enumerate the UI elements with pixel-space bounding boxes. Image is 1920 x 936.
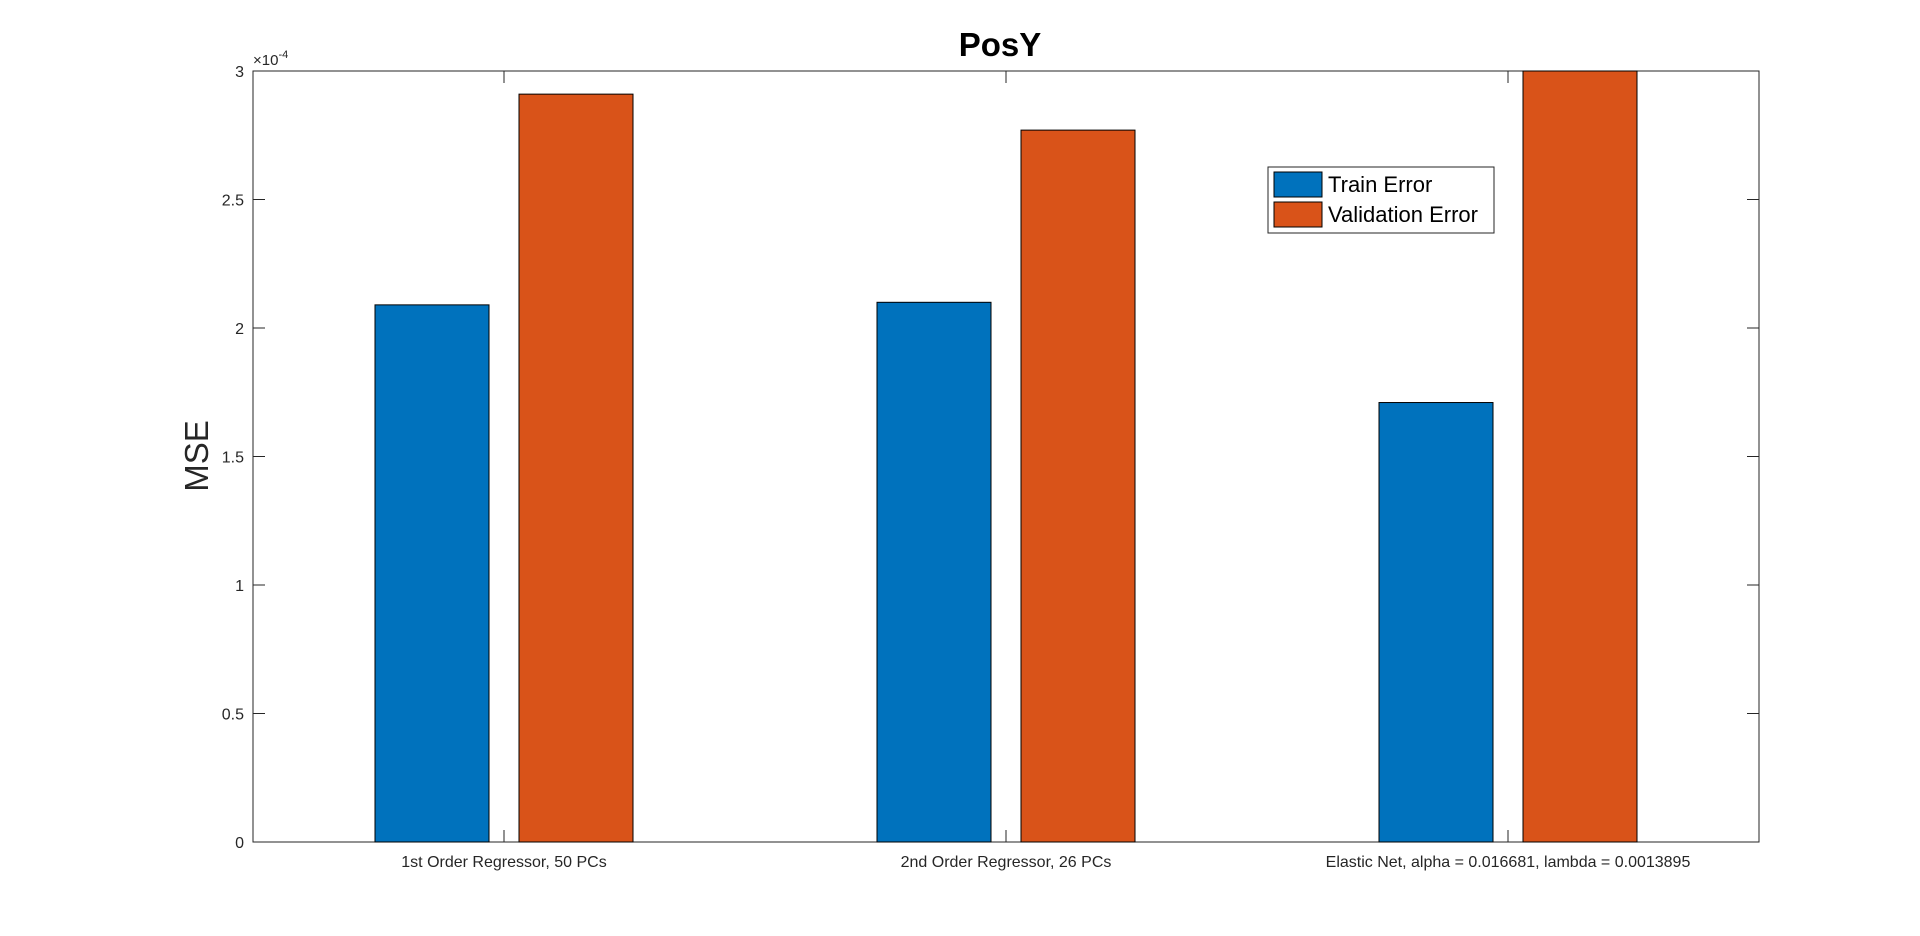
- y-tick-label: 0: [235, 835, 244, 852]
- bar-validation-1: [1020, 129, 1136, 843]
- y-tick-label: 1: [235, 578, 244, 595]
- y-tick-label: 3: [235, 64, 244, 81]
- bar-train-2: [1378, 402, 1494, 843]
- y-axis-label: MSE: [178, 420, 215, 492]
- legend-swatch-0: [1273, 171, 1323, 198]
- plot-area: 0 0.5 1 1.5 2 2.5 3 1st Order Regressor, 50 PCs…: [222, 64, 1760, 871]
- legend-label-1: Validation Error: [1328, 202, 1478, 227]
- legend: Train Error Validation Error: [1267, 166, 1495, 234]
- svg-text:×10-4: ×10-4: [253, 49, 288, 69]
- bar-train-1: [876, 301, 992, 843]
- bar-validation-2: [1522, 70, 1638, 843]
- legend-label-0: Train Error: [1328, 172, 1432, 197]
- bar-validation-0: [518, 93, 634, 843]
- y-tick-label: 2: [235, 321, 244, 338]
- y-exponent-power: -4: [278, 49, 288, 61]
- chart-title: PosY: [959, 26, 1042, 63]
- x-tick-label: 1st Order Regressor, 50 PCs: [401, 854, 606, 871]
- legend-swatch-1: [1273, 201, 1323, 228]
- y-tick-label: 2.5: [222, 193, 244, 210]
- y-exponent-base: ×10: [253, 52, 278, 69]
- axes-box: [252, 70, 1760, 843]
- y-tick-label: 1.5: [222, 450, 244, 467]
- y-tick-label: 0.5: [222, 707, 244, 724]
- bar-train-0: [374, 304, 490, 843]
- x-tick-label: Elastic Net, alpha = 0.016681, lambda = …: [1326, 854, 1691, 871]
- x-tick-label: 2nd Order Regressor, 26 PCs: [901, 854, 1112, 871]
- y-exponent-label: ×10-4: [253, 49, 288, 69]
